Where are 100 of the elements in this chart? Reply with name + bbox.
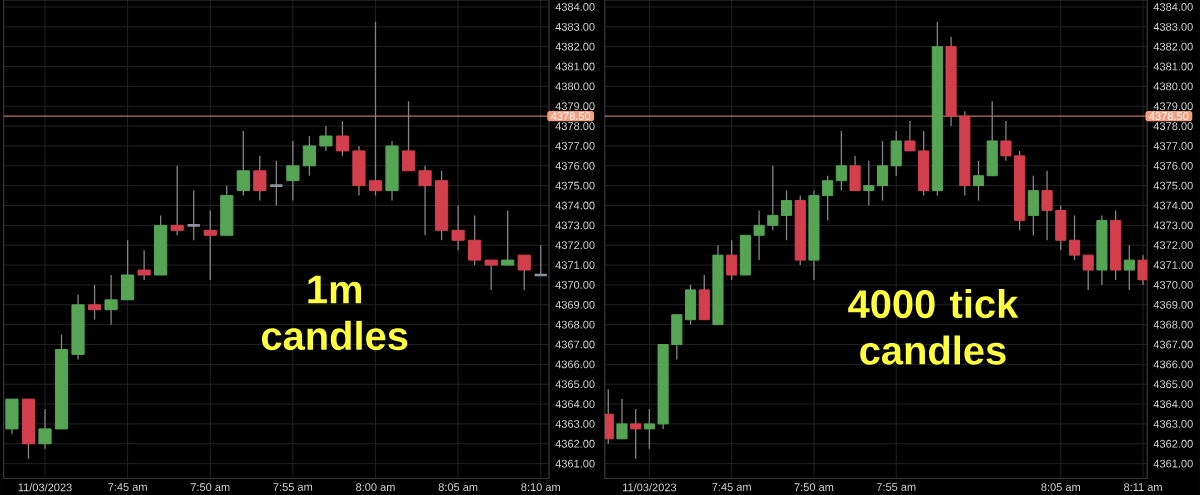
y-tick-label: 4375.00 bbox=[1153, 181, 1193, 190]
candlestick bbox=[268, 159, 284, 206]
candlestick bbox=[335, 120, 350, 157]
x-tick-label: 11/03/2023 bbox=[18, 482, 72, 492]
y-tick-label: 4364.00 bbox=[1153, 399, 1193, 408]
candlestick bbox=[286, 140, 300, 201]
y-tick-label: 4384.00 bbox=[555, 2, 595, 11]
candlestick bbox=[170, 164, 184, 236]
y-tick-label: 4367.00 bbox=[555, 340, 595, 349]
y-tick-label: 4384.00 bbox=[1153, 2, 1193, 11]
candlestick bbox=[484, 259, 498, 291]
y-tick-label: 4378.00 bbox=[555, 121, 595, 130]
candlestick bbox=[38, 408, 52, 450]
y-tick-label: 4383.00 bbox=[1153, 22, 1193, 31]
candlestick bbox=[451, 204, 465, 251]
candlestick bbox=[368, 20, 383, 196]
y-tick-label: 4369.00 bbox=[1153, 300, 1193, 309]
y-tick-label: 4380.00 bbox=[555, 82, 595, 91]
x-tick-label: 8:00 am bbox=[356, 482, 395, 491]
x-tick-label: 8:05 am bbox=[438, 482, 478, 491]
candlestick bbox=[319, 125, 333, 152]
y-tick-label: 4373.00 bbox=[555, 221, 595, 230]
annotation: 4000 tick candles bbox=[848, 288, 1019, 365]
x-tick-label: 7:45 am bbox=[712, 482, 751, 491]
candlestick bbox=[1000, 120, 1012, 162]
ref-line-label: 4378.50 bbox=[1149, 112, 1189, 120]
y-tick-label: 4375.00 bbox=[555, 181, 595, 190]
candlestick bbox=[863, 159, 875, 206]
candlestick bbox=[137, 249, 151, 281]
candlestick bbox=[236, 130, 250, 196]
y-tick-label: 4368.00 bbox=[1153, 320, 1193, 329]
x-tick-label: 11/03/2023 bbox=[623, 482, 677, 492]
y-tick-label: 4366.00 bbox=[555, 360, 595, 369]
candlestick bbox=[501, 209, 515, 266]
y-tick-label: 4370.00 bbox=[1153, 280, 1193, 289]
candlestick bbox=[1068, 214, 1081, 261]
y-tick-label: 4377.00 bbox=[1153, 141, 1193, 150]
y-tick-label: 4379.00 bbox=[1153, 102, 1193, 110]
y-tick-label: 4376.00 bbox=[1153, 161, 1193, 170]
y-tick-label: 4382.00 bbox=[1153, 42, 1193, 51]
candlestick bbox=[517, 254, 531, 291]
y-tick-label: 4381.00 bbox=[555, 62, 595, 71]
x-tick-label: 7:50 am bbox=[794, 482, 834, 491]
x-tick-label: 7:55 am bbox=[273, 482, 313, 491]
candlestick bbox=[418, 164, 432, 236]
y-tick-label: 4377.00 bbox=[555, 141, 595, 150]
candlestick bbox=[1123, 244, 1135, 291]
y-tick-label: 4365.00 bbox=[555, 380, 595, 388]
y-tick-label: 4366.00 bbox=[1153, 360, 1193, 369]
y-tick-label: 4365.00 bbox=[1153, 380, 1193, 388]
y-tick-label: 4363.00 bbox=[1153, 419, 1193, 428]
y-tick-label: 4363.00 bbox=[555, 419, 595, 428]
candlestick bbox=[253, 154, 267, 201]
x-tick-label: 7:45 am bbox=[108, 482, 147, 491]
y-tick-label: 4372.00 bbox=[1153, 241, 1193, 249]
y-tick-label: 4373.00 bbox=[1153, 221, 1193, 230]
x-tick-label: 7:55 am bbox=[876, 482, 916, 491]
candlestick bbox=[302, 135, 317, 177]
y-tick-label: 4364.00 bbox=[555, 399, 595, 408]
candlestick bbox=[468, 214, 482, 266]
candlestick bbox=[533, 244, 549, 277]
candlestick bbox=[104, 274, 118, 326]
y-tick-label: 4370.00 bbox=[555, 280, 595, 289]
y-tick-label: 4381.00 bbox=[1153, 62, 1193, 71]
y-tick-label: 4374.00 bbox=[1153, 201, 1193, 210]
candlestick bbox=[726, 239, 738, 281]
y-tick-label: 4379.00 bbox=[555, 102, 595, 110]
candlestick bbox=[616, 398, 628, 440]
candlestick bbox=[1082, 254, 1094, 291]
y-tick-label: 4380.00 bbox=[1153, 82, 1193, 91]
x-tick-label: 7:50 am bbox=[190, 482, 230, 491]
x-tick-label: 8:10 am bbox=[521, 482, 560, 491]
y-tick-label: 4371.00 bbox=[1153, 260, 1193, 269]
y-tick-label: 4372.00 bbox=[555, 241, 595, 249]
y-tick-label: 4362.00 bbox=[555, 439, 595, 448]
y-tick-label: 4368.00 bbox=[555, 320, 595, 329]
candlestick bbox=[876, 140, 889, 201]
x-tick-label: 8:11 am bbox=[1124, 482, 1162, 491]
annotation: 1m candles bbox=[262, 275, 408, 350]
candlestick bbox=[780, 189, 793, 241]
candlestick bbox=[643, 408, 655, 450]
candlestick bbox=[767, 164, 779, 231]
y-tick-label: 4378.00 bbox=[1153, 121, 1193, 130]
candlestick bbox=[186, 189, 202, 241]
candlestick bbox=[630, 408, 642, 460]
candlestick bbox=[835, 130, 847, 192]
candlestick bbox=[904, 120, 916, 152]
y-tick-label: 4374.00 bbox=[555, 201, 595, 210]
y-tick-label: 4361.00 bbox=[1153, 459, 1193, 468]
candlestick bbox=[203, 209, 217, 281]
x-tick-label: 8:05 am bbox=[1041, 482, 1080, 491]
y-tick-label: 4361.00 bbox=[555, 459, 595, 468]
candlestick bbox=[753, 209, 765, 261]
y-tick-label: 4383.00 bbox=[555, 22, 595, 31]
candlestick bbox=[822, 174, 834, 221]
candlestick bbox=[87, 284, 102, 321]
candlestick bbox=[1041, 169, 1053, 241]
ref-line-label: 4378.50 bbox=[551, 112, 591, 120]
candlestick bbox=[401, 100, 416, 172]
y-tick-label: 4369.00 bbox=[555, 300, 595, 309]
